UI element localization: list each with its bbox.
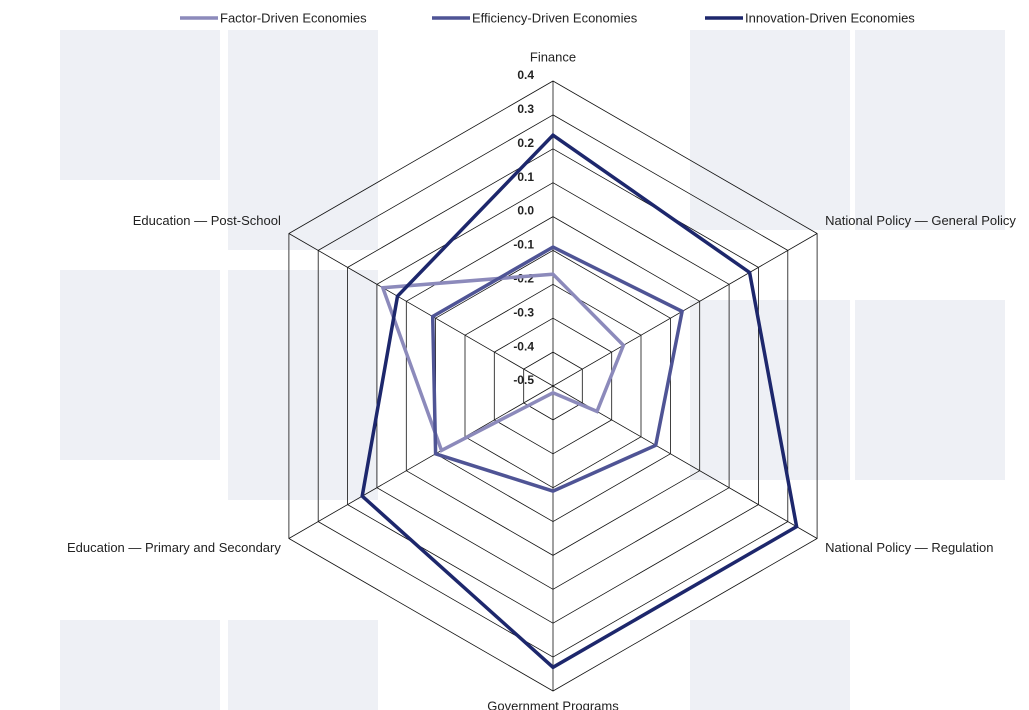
decor: [60, 30, 220, 180]
series-line: [360, 132, 799, 670]
decor: [690, 620, 850, 710]
decor: [60, 620, 220, 710]
legend-label: Factor-Driven Economies: [220, 10, 367, 25]
y-tick-label: 0.3: [517, 102, 534, 116]
axis-spoke: [288, 233, 554, 387]
y-tick-label: -0.4: [513, 339, 534, 353]
y-tick-label: -0.1: [513, 238, 534, 252]
legend-label: Innovation-Driven Economies: [745, 10, 915, 25]
category-label: National Policy — General Policy: [825, 213, 1016, 228]
category-label: Finance: [530, 49, 576, 64]
decor: [228, 620, 378, 710]
y-tick-label: 0.2: [517, 136, 534, 150]
y-tick-label: -0.5: [513, 373, 534, 387]
category-label: Education — Post-School: [133, 213, 281, 228]
y-tick-label: 0.0: [517, 204, 534, 218]
category-label: Government Programs: [487, 698, 619, 710]
legend-label: Efficiency-Driven Economies: [472, 10, 638, 25]
decor: [60, 270, 220, 460]
category-label: Education — Primary and Secondary: [67, 540, 281, 555]
category-label: National Policy — Regulation: [825, 540, 993, 555]
series-line: [430, 245, 685, 493]
y-tick-label: 0.1: [517, 170, 534, 184]
decor: [855, 30, 1005, 230]
decor: [855, 300, 1005, 480]
decor: [228, 270, 378, 500]
series-line: [380, 272, 626, 453]
decor: [228, 30, 378, 250]
axis-spoke: [552, 233, 818, 387]
axis-spoke: [288, 385, 554, 539]
y-tick-label: -0.3: [513, 305, 534, 319]
y-tick-label: 0.4: [517, 68, 534, 82]
background-decoration: [60, 30, 1005, 710]
decor: [690, 30, 850, 230]
